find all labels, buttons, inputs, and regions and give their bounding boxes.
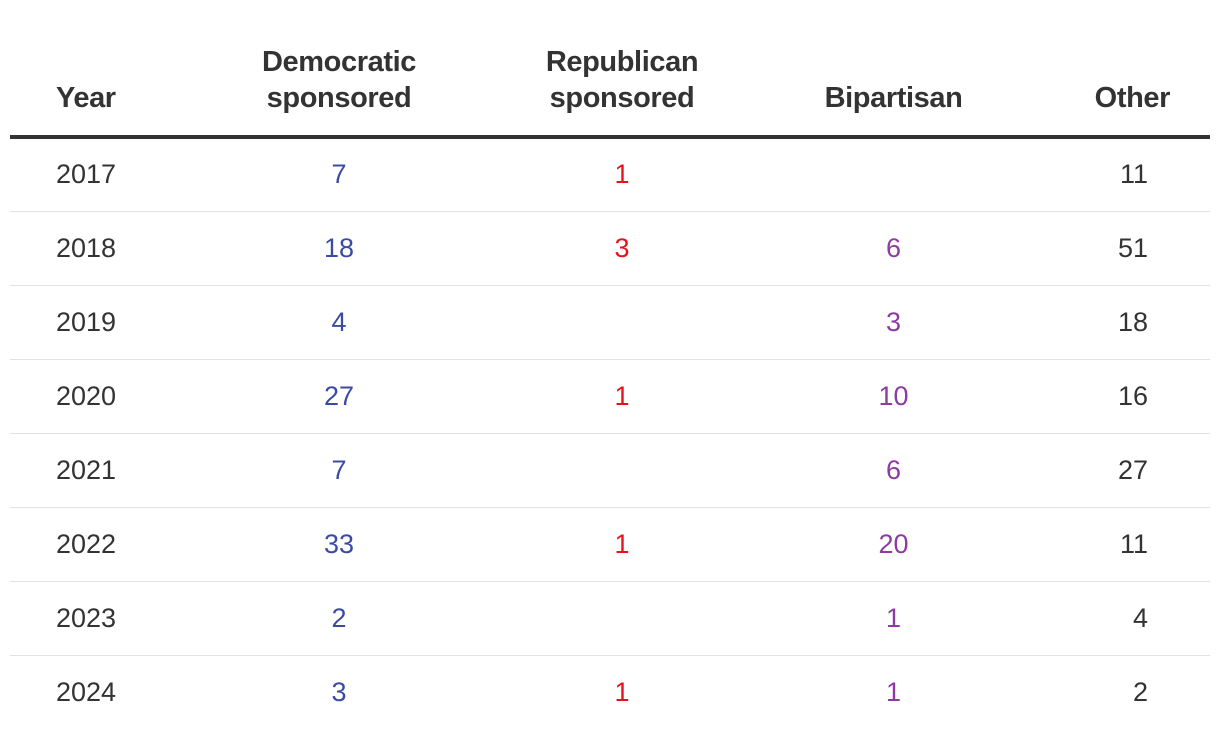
header-democratic-line-2: sponsored <box>266 82 412 114</box>
cell-bipartisan: 1 <box>731 581 1056 656</box>
cell-bipartisan: 3 <box>731 285 1056 360</box>
cell-year: 2017 <box>10 137 165 212</box>
cell-other: 11 <box>1056 507 1210 582</box>
cell-democratic: 2 <box>165 581 513 656</box>
cell-bipartisan: 6 <box>731 433 1056 508</box>
cell-democratic: 3 <box>331 676 347 707</box>
table-row: 2018 18 3 6 51 <box>10 211 1210 286</box>
sponsorship-table: Year Democratic sponsored Republican spo… <box>10 0 1210 729</box>
header-year-line-1: Year <box>56 82 116 114</box>
cell-other: 11 <box>1056 137 1210 212</box>
cell-democratic: 7 <box>165 137 513 212</box>
sponsorship-table-container: Year Democratic sponsored Republican spo… <box>10 0 1210 729</box>
table-row: 2020 27 1 10 16 <box>10 359 1210 434</box>
cell-democratic: 7 <box>165 433 513 508</box>
header-bipartisan: Bipartisan <box>731 0 1056 139</box>
cell-republican: 3 <box>513 211 731 286</box>
cell-year: 2024 <box>56 676 117 707</box>
cell-republican: 1 <box>513 359 731 434</box>
cell-republican <box>513 285 731 360</box>
table-header: Year Democratic sponsored Republican spo… <box>10 0 1210 139</box>
cell-other: 16 <box>1056 359 1210 434</box>
cell-year: 2020 <box>10 359 165 434</box>
table-row: 2019 4 3 18 <box>10 285 1210 360</box>
table-body: 2017 7 1 11 2018 18 3 6 51 2019 4 3 18 2020 27 1 10 16 202… <box>10 137 1210 729</box>
cell-bipartisan: 10 <box>731 359 1056 434</box>
cell-democratic: 4 <box>165 285 513 360</box>
header-row: Year Democratic sponsored Republican spo… <box>10 0 1210 139</box>
cell-other: 4 <box>1056 581 1210 656</box>
header-democratic-line-1: Democratic <box>262 46 416 78</box>
cell-year: 2019 <box>10 285 165 360</box>
cell-democratic: 33 <box>165 507 513 582</box>
cell-year: 2023 <box>10 581 165 656</box>
header-other: Other <box>1056 0 1210 139</box>
header-republican-line-1: Republican <box>545 46 699 78</box>
cell-bipartisan: 20 <box>731 507 1056 582</box>
header-republican-line-2: sponsored <box>549 82 695 114</box>
cell-other: 51 <box>1056 211 1210 286</box>
cell-year: 2021 <box>10 433 165 508</box>
cell-democratic: 27 <box>165 359 513 434</box>
cell-other: 18 <box>1056 285 1210 360</box>
header-republican: Republican sponsored <box>513 0 731 139</box>
table-row: 2021 7 6 27 <box>10 433 1210 508</box>
cell-other: 2 <box>1132 676 1148 707</box>
cell-bipartisan: 1 <box>885 676 902 707</box>
cell-bipartisan: 6 <box>731 211 1056 286</box>
cell-democratic: 18 <box>165 211 513 286</box>
cell-republican: 1 <box>513 507 731 582</box>
table-row: 2023 2 1 4 <box>10 581 1210 656</box>
header-other-line-1: Other <box>1094 82 1171 114</box>
table-row: 2017 7 1 11 <box>10 137 1210 212</box>
cell-bipartisan <box>731 137 1056 212</box>
header-year: Year <box>10 0 165 139</box>
header-democratic: Democratic sponsored <box>165 0 513 139</box>
table-row: 2022 33 1 20 11 <box>10 507 1210 582</box>
cell-republican <box>513 581 731 656</box>
cell-republican <box>513 433 731 508</box>
cell-other: 27 <box>1056 433 1210 508</box>
header-bipartisan-line-1: Bipartisan <box>824 82 963 114</box>
table-row: 2024 3 1 1 2 <box>10 655 1210 729</box>
cell-republican: 1 <box>513 137 731 212</box>
cell-republican: 1 <box>614 676 630 707</box>
cell-year: 2022 <box>10 507 165 582</box>
cell-year: 2018 <box>10 211 165 286</box>
